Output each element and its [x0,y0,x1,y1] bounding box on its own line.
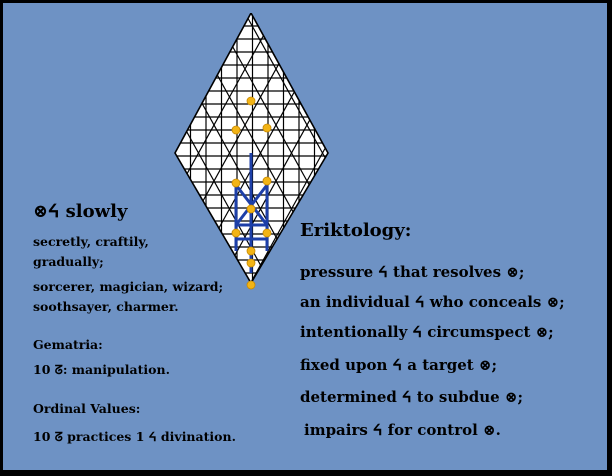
grid-line [175,13,277,283]
eriktology-line: an individual ᔦ who conceals ⊗; [300,293,565,311]
node [246,258,256,268]
node [231,228,241,238]
node [246,204,256,214]
node [262,123,272,133]
blue-panel: ⊗ᔦ slowly secretly, craftily, gradually;… [3,3,607,470]
word-heading: ⊗ᔦ slowly [33,201,128,222]
eriktology-line: pressure ᔦ that resolves ⊗; [300,263,525,281]
eriktology-line: determined ᔦ to subdue ⊗; [300,388,524,406]
node [246,280,256,290]
ordinal-value: 10 ᘔ practices 1 ᔦ divination. [33,429,236,444]
meaning-line: gradually; [33,254,104,269]
node-markers [231,96,272,290]
node [231,125,241,135]
diamond-lattice-diagram [174,13,329,290]
gematria-label: Gematria: [33,337,103,352]
diamond-shape [175,13,328,283]
eriktology-line: impairs ᔦ for control ⊗. [304,421,501,439]
node [231,178,241,188]
meaning-line: secretly, craftily, [33,234,149,249]
node [262,176,272,186]
meaning-line: sorcerer, magician, wizard; [33,279,224,294]
node [246,96,256,106]
grid-line [244,13,328,283]
eriktology-line: fixed upon ᔦ a target ⊗; [300,356,498,374]
meaning-line: soothsayer, charmer. [33,299,179,314]
ordinal-label: Ordinal Values: [33,401,141,416]
node [262,228,272,238]
section-title: Eriktology: [300,220,412,241]
node [246,246,256,256]
gematria-value: 10 ᘔ: manipulation. [33,362,170,377]
grid-line [213,13,328,283]
eriktology-line: intentionally ᔦ circumspect ⊗; [300,323,554,341]
